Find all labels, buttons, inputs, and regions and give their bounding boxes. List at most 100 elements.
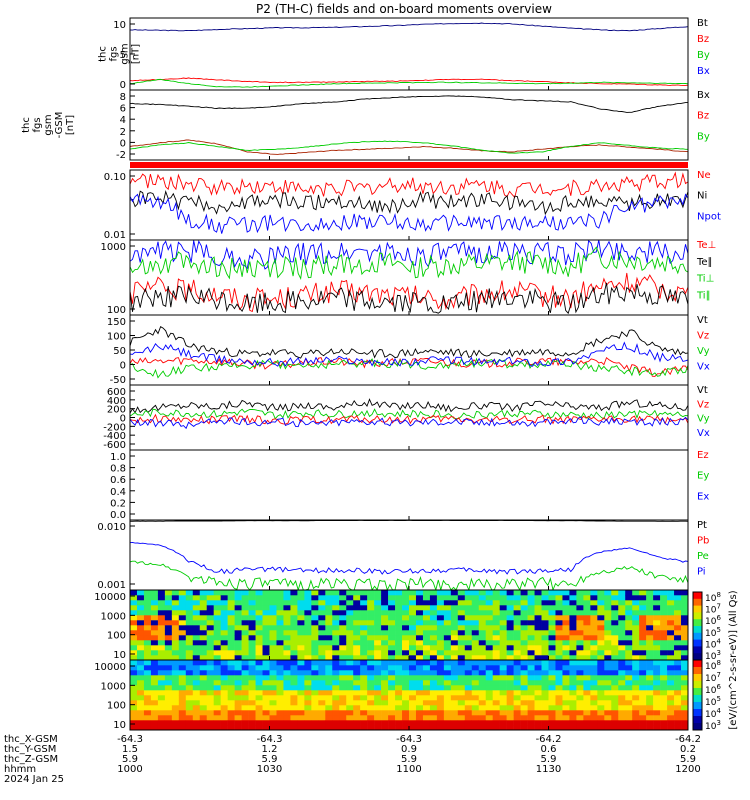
heatmap-cell (311, 640, 319, 646)
heatmap-cell (583, 725, 591, 731)
heatmap-cell (660, 665, 668, 671)
heatmap-cell (639, 725, 647, 731)
series-Vy (129, 357, 689, 379)
heatmap-cell (276, 600, 284, 606)
heatmap-cell (388, 685, 396, 691)
heatmap-cell (206, 650, 214, 656)
heatmap-cell (415, 640, 424, 646)
heatmap-cell (548, 595, 556, 601)
heatmap-cell (611, 680, 619, 686)
heatmap-cell (136, 630, 145, 636)
heatmap-cell (311, 705, 319, 711)
y-label-line: fgs (32, 117, 43, 132)
heatmap-cell (667, 600, 675, 606)
heatmap-cell (667, 650, 675, 656)
heatmap-cell (429, 695, 438, 701)
heatmap-cell (220, 610, 228, 616)
heatmap-cell (639, 650, 647, 656)
heatmap-cell (436, 645, 445, 651)
heatmap-cell (185, 655, 194, 661)
heatmap-cell (227, 725, 235, 731)
heatmap-cell (318, 600, 326, 606)
heatmap-cell (234, 605, 242, 611)
heatmap-cell (499, 600, 507, 606)
heatmap-cell (402, 675, 410, 681)
heatmap-cell (206, 695, 214, 701)
heatmap-cell (304, 655, 312, 661)
heatmap-cell (632, 720, 640, 726)
heatmap-cell (429, 725, 438, 731)
heatmap-cell (450, 635, 459, 641)
heatmap-cell (255, 680, 263, 686)
heatmap-cell (346, 605, 354, 611)
heatmap-cell (248, 630, 256, 636)
heatmap-cell (213, 680, 221, 686)
heatmap-cell (388, 690, 396, 696)
heatmap-cell (681, 720, 689, 726)
heatmap-cell (276, 700, 284, 706)
heatmap-cell (388, 600, 396, 606)
heatmap-cell (248, 675, 256, 681)
heatmap-cell (660, 600, 668, 606)
heatmap-cell (283, 645, 291, 651)
heatmap-cell (590, 630, 598, 636)
heatmap-cell (667, 665, 675, 671)
heatmap-cell (255, 640, 263, 646)
heatmap-cell (639, 695, 647, 701)
heatmap-cell (576, 720, 584, 726)
heatmap-cell (443, 680, 452, 686)
heatmap-cell (171, 700, 180, 706)
heatmap-cell (590, 670, 598, 676)
heatmap-cell (443, 625, 452, 631)
heatmap-cell (485, 695, 493, 701)
legend-Vy: Vy (697, 346, 710, 357)
heatmap-cell (632, 635, 640, 641)
heatmap-cell (597, 620, 605, 626)
heatmap-cell (241, 680, 249, 686)
heatmap-cell (541, 595, 549, 601)
heatmap-cell (639, 620, 647, 626)
heatmap-cell (534, 715, 542, 721)
heatmap-cell (485, 590, 493, 596)
heatmap-cell (388, 720, 396, 726)
heatmap-cell (311, 685, 319, 691)
heatmap-cell (506, 605, 514, 611)
heatmap-cell (339, 720, 347, 726)
heatmap-cell (632, 685, 640, 691)
heatmap-cell (527, 595, 535, 601)
heatmap-cell (171, 630, 180, 636)
heatmap-cell (318, 615, 326, 621)
heatmap-cell (674, 595, 682, 601)
heatmap-cell (555, 600, 563, 606)
heatmap-cell (415, 715, 424, 721)
heatmap-cell (297, 690, 305, 696)
heatmap-cell (569, 620, 577, 626)
heatmap-cell (290, 650, 298, 656)
colorbar-cell (693, 598, 702, 607)
heatmap-cell (436, 605, 445, 611)
heatmap-cell (457, 615, 466, 621)
heatmap-cell (513, 645, 521, 651)
heatmap-cell (241, 630, 249, 636)
heatmap-cell (681, 615, 689, 621)
heatmap-cell (192, 610, 201, 616)
heatmap-cell (597, 660, 605, 666)
heatmap-cell (499, 595, 507, 601)
heatmap-cell (674, 715, 682, 721)
heatmap-cell (429, 665, 438, 671)
heatmap-cell (178, 710, 187, 716)
heatmap-cell (227, 645, 235, 651)
heatmap-cell (422, 590, 431, 596)
heatmap-cell (541, 680, 549, 686)
heatmap-cell (325, 660, 333, 666)
heatmap-cell (234, 715, 242, 721)
heatmap-cell (346, 685, 354, 691)
y-label-line: [nT] (131, 44, 142, 64)
heatmap-cell (255, 720, 263, 726)
heatmap-cell (171, 725, 180, 731)
heatmap-cell (304, 590, 312, 596)
heatmap-cell (646, 720, 654, 726)
heatmap-cell (590, 695, 598, 701)
heatmap-cell (520, 595, 528, 601)
heatmap-cell (569, 670, 577, 676)
